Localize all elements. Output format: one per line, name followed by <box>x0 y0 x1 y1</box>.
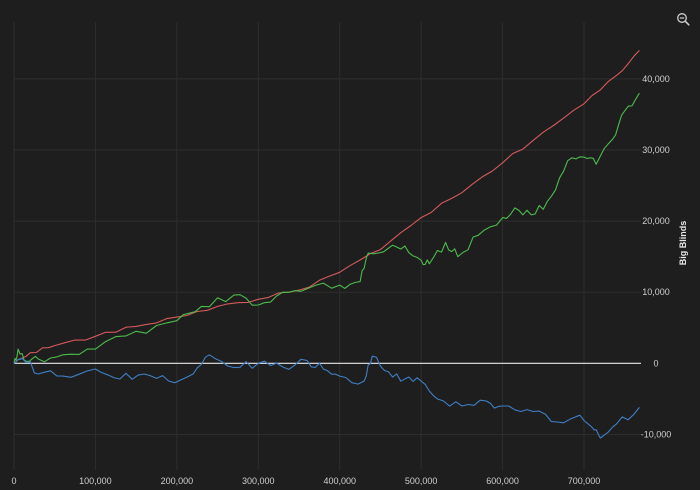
x-tick-label: 500,000 <box>405 476 438 486</box>
zoom-out-magnifier-icon <box>677 13 690 26</box>
series-line-1 <box>13 50 640 364</box>
y-tick-label: 10,000 <box>642 287 670 297</box>
series-lines <box>13 50 640 439</box>
series-line-3 <box>13 354 640 439</box>
zoom-button[interactable] <box>672 8 694 30</box>
x-tick-label: 100,000 <box>79 476 112 486</box>
y-axis-ticks: -10,000 0 10,000 20,000 30,000 40,000 <box>641 74 672 440</box>
x-tick-label: 600,000 <box>486 476 519 486</box>
x-axis-ticks: 0 100,000 200,000 300,000 400,000 500,000 600,… <box>11 476 600 486</box>
y-tick-label: 20,000 <box>642 216 670 226</box>
x-tick-label: 300,000 <box>242 476 275 486</box>
x-tick-label: 400,000 <box>323 476 356 486</box>
x-tick-label: 700,000 <box>568 476 601 486</box>
grid-lines <box>13 22 641 470</box>
y-tick-label: 40,000 <box>642 74 670 84</box>
series-line-2 <box>13 92 640 364</box>
y-tick-label: -10,000 <box>641 429 672 439</box>
y-tick-label: 0 <box>653 358 658 368</box>
y-axis-title: Big Blinds <box>678 221 688 266</box>
x-tick-label: 0 <box>11 476 16 486</box>
y-tick-label: 30,000 <box>642 145 670 155</box>
x-tick-label: 200,000 <box>161 476 194 486</box>
